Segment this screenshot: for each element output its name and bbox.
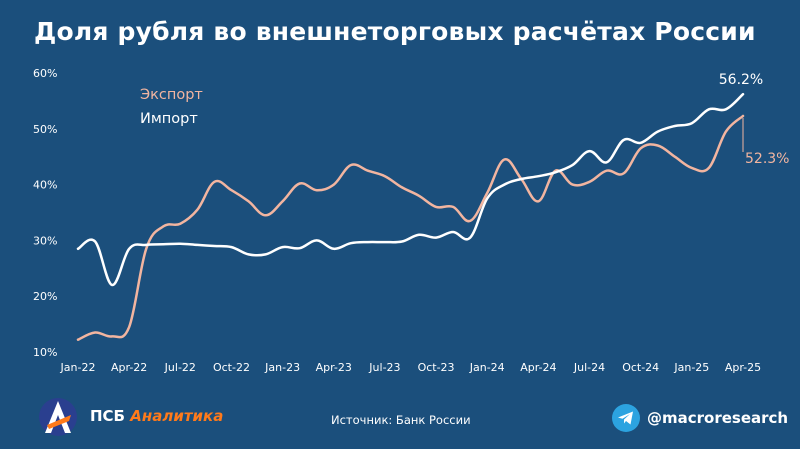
x-tick-label: Oct-22 [213, 361, 250, 374]
y-tick-label: 60% [33, 67, 57, 80]
x-axis-ticks: Jan-22 Apr-22 Jul-22 Oct-22 Jan-23 Apr-23 Jul-… [60, 361, 762, 374]
chart-series [76, 92, 745, 341]
x-tick-label: Apr-23 [316, 361, 352, 374]
legend-export: Экспорт [140, 87, 203, 103]
telegram-icon[interactable] [612, 404, 640, 432]
x-tick-label: Jul-24 [573, 361, 605, 374]
y-axis-ticks: 10% 20% 30% 40% 50% 60% [33, 67, 57, 359]
x-tick-label: Oct-23 [418, 361, 455, 374]
series-line-export [76, 114, 745, 341]
y-tick-label: 10% [33, 346, 57, 359]
chart-title: Доля рубля во внешнеторговых расчётах Ро… [34, 17, 756, 46]
x-tick-label: Jan-24 [469, 361, 505, 374]
brand-name: ПСБ Аналитика [90, 407, 223, 425]
end-label-export: 52.3% [745, 151, 789, 167]
series-line-import [76, 92, 745, 287]
x-tick-label: Oct-24 [622, 361, 659, 374]
brand-part2: Аналитика [130, 407, 224, 425]
x-tick-label: Apr-24 [520, 361, 556, 374]
source-note: Источник: Банк России [331, 413, 471, 427]
psb-logo-icon [39, 398, 77, 436]
x-tick-label: Jan-23 [264, 361, 300, 374]
y-tick-label: 50% [33, 123, 57, 136]
x-tick-label: Jan-25 [673, 361, 709, 374]
x-tick-label: Apr-22 [111, 361, 147, 374]
brand-part1: ПСБ [90, 407, 125, 425]
end-labels: 56.2% 52.3% [719, 72, 790, 167]
chart-legend: Экспорт Импорт [140, 87, 203, 127]
x-tick-label: Jul-23 [368, 361, 400, 374]
y-tick-label: 20% [33, 290, 57, 303]
telegram-handle[interactable]: @macroresearch [647, 409, 789, 427]
x-tick-label: Jan-22 [60, 361, 96, 374]
x-tick-label: Jul-22 [164, 361, 196, 374]
x-tick-label: Apr-25 [725, 361, 761, 374]
legend-import: Импорт [140, 111, 198, 127]
end-label-import: 56.2% [719, 72, 763, 88]
y-tick-label: 40% [33, 179, 57, 192]
y-tick-label: 30% [33, 234, 57, 247]
